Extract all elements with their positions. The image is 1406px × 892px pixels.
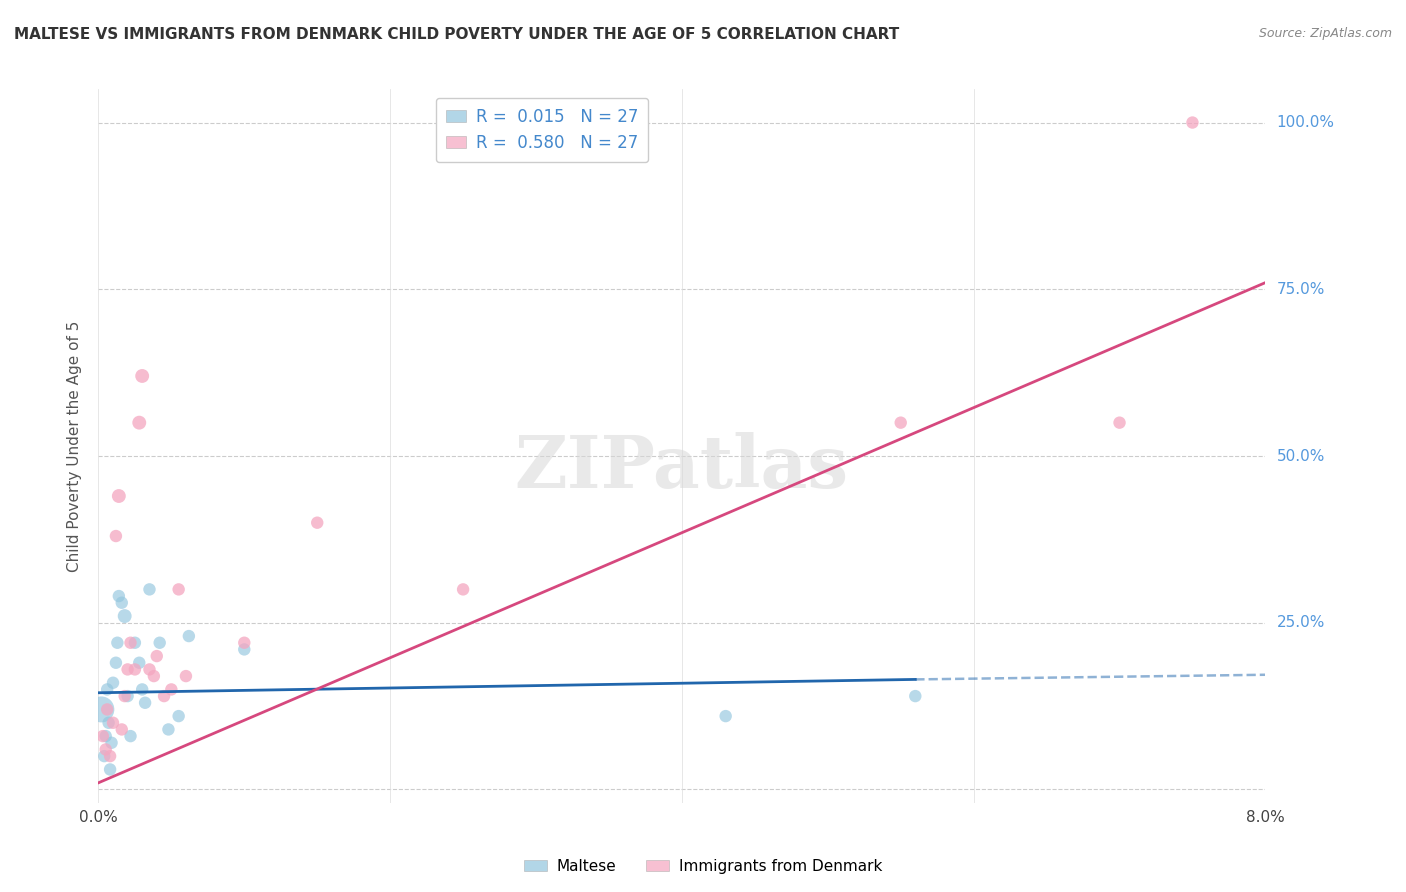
Point: [96, 682, 118, 697]
Point: [153, 689, 176, 703]
Point: [167, 709, 190, 723]
Point: [117, 689, 139, 703]
Point: [108, 589, 131, 603]
Point: [142, 669, 165, 683]
Point: [128, 656, 150, 670]
Point: [146, 649, 169, 664]
Point: [149, 636, 172, 650]
Text: 100.0%: 100.0%: [1277, 115, 1334, 130]
Point: [714, 709, 737, 723]
Point: [120, 729, 142, 743]
Point: [1181, 115, 1204, 129]
Point: [904, 689, 927, 703]
Point: [111, 596, 134, 610]
Point: [91, 729, 114, 743]
Point: [101, 715, 124, 730]
Text: 75.0%: 75.0%: [1277, 282, 1324, 297]
Point: [94, 729, 117, 743]
Legend: R =  0.015   N = 27, R =  0.580   N = 27: R = 0.015 N = 27, R = 0.580 N = 27: [436, 97, 648, 161]
Point: [114, 689, 136, 703]
Point: [167, 582, 190, 597]
Point: [890, 416, 912, 430]
Point: [124, 636, 146, 650]
Point: [307, 516, 329, 530]
Text: Source: ZipAtlas.com: Source: ZipAtlas.com: [1258, 27, 1392, 40]
Point: [97, 715, 120, 730]
Point: [233, 642, 256, 657]
Point: [114, 609, 136, 624]
Point: [128, 416, 150, 430]
Point: [100, 736, 122, 750]
Point: [94, 742, 117, 756]
Legend: Maltese, Immigrants from Denmark: Maltese, Immigrants from Denmark: [517, 853, 889, 880]
Point: [111, 723, 134, 737]
Point: [174, 669, 197, 683]
Text: 50.0%: 50.0%: [1277, 449, 1324, 464]
Point: [104, 656, 127, 670]
Point: [98, 763, 121, 777]
Point: [1108, 416, 1130, 430]
Y-axis label: Child Poverty Under the Age of 5: Child Poverty Under the Age of 5: [67, 320, 83, 572]
Point: [131, 368, 153, 383]
Point: [233, 636, 256, 650]
Point: [157, 723, 180, 737]
Point: [105, 636, 128, 650]
Point: [120, 636, 142, 650]
Point: [104, 529, 127, 543]
Point: [177, 629, 200, 643]
Point: [117, 662, 139, 676]
Point: [108, 489, 131, 503]
Point: [98, 749, 121, 764]
Point: [93, 749, 115, 764]
Point: [160, 682, 183, 697]
Point: [134, 696, 156, 710]
Point: [124, 662, 146, 676]
Point: [451, 582, 474, 597]
Text: MALTESE VS IMMIGRANTS FROM DENMARK CHILD POVERTY UNDER THE AGE OF 5 CORRELATION : MALTESE VS IMMIGRANTS FROM DENMARK CHILD…: [14, 27, 900, 42]
Point: [131, 682, 153, 697]
Text: ZIPatlas: ZIPatlas: [515, 432, 849, 503]
Point: [138, 662, 160, 676]
Point: [138, 582, 160, 597]
Point: [90, 702, 112, 716]
Point: [101, 675, 124, 690]
Point: [96, 702, 118, 716]
Text: 25.0%: 25.0%: [1277, 615, 1324, 631]
